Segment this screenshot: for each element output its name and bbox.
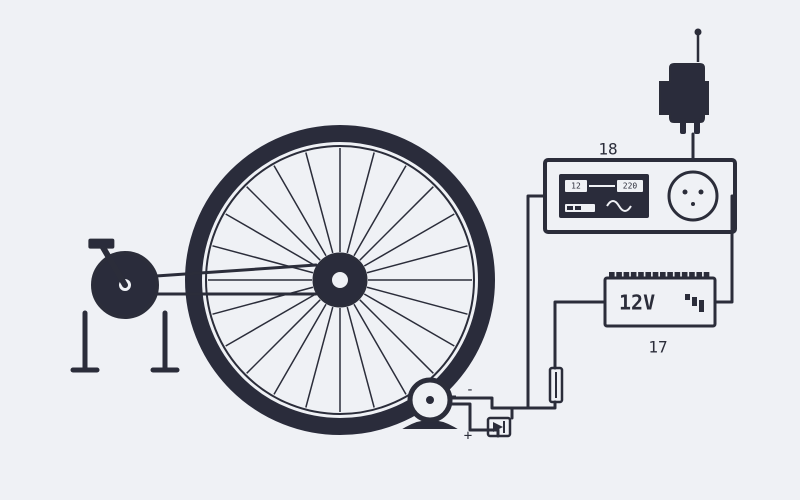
callout-17: 17 <box>648 338 667 357</box>
inverter-in-label: 12 <box>571 182 581 191</box>
inverter-out-label: 220 <box>623 182 638 191</box>
minus-label: - <box>466 382 474 398</box>
battery-label: 12V <box>619 291 655 315</box>
callout-18: 18 <box>598 140 617 159</box>
inverter-box <box>545 160 735 232</box>
